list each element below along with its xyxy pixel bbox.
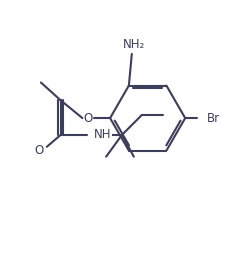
Text: O: O bbox=[84, 112, 93, 125]
Text: O: O bbox=[34, 144, 43, 157]
Text: NH₂: NH₂ bbox=[123, 38, 145, 51]
Text: NH: NH bbox=[94, 129, 112, 141]
Text: Br: Br bbox=[207, 112, 220, 125]
